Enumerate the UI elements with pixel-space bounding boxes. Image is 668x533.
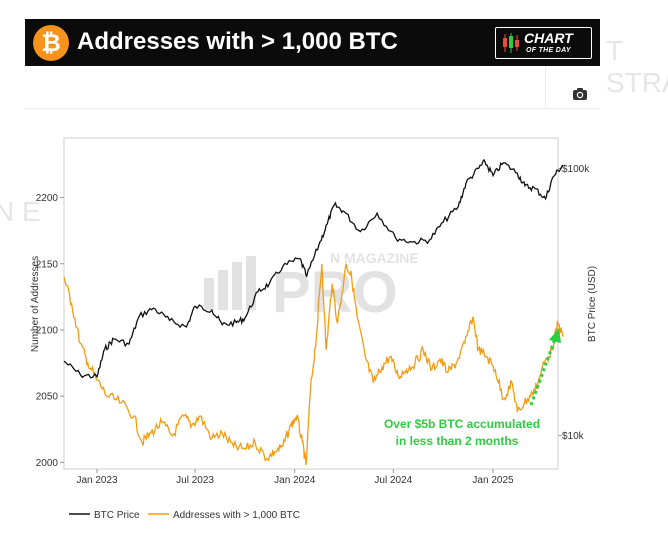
x-tick-label: Jul 2024 — [374, 475, 412, 486]
annotation-line1: Over $5b BTC accumulated — [384, 417, 540, 431]
left-tick-label: 2150 — [36, 259, 59, 270]
chart-of-the-day-banner: ₿ Addresses with > 1,000 BTC CHART OF TH… — [25, 19, 600, 66]
annotation-arrow — [529, 335, 558, 406]
chart-of-the-day-badge: CHART OF THE DAY — [495, 27, 592, 59]
series-addresses-line — [63, 263, 564, 466]
annotation-line2: in less than 2 months — [396, 434, 519, 448]
annotation: Over $5b BTC accumulated in less than 2 … — [384, 328, 561, 448]
watermark-line1: N MAGAZINE — [330, 250, 419, 266]
x-tick-label: Jan 2025 — [472, 475, 514, 486]
badge-subtitle: OF THE DAY — [526, 47, 571, 54]
watermark-line2: PRO — [272, 260, 398, 325]
candlestick-icon — [503, 33, 519, 53]
series-btc-price-line — [63, 158, 564, 379]
right-tick-label: $100k — [562, 164, 590, 175]
toolbar-divider — [25, 108, 600, 109]
right-tick-label: $10k — [562, 431, 585, 442]
legend-label-addresses: Addresses with > 1,000 BTC — [173, 510, 300, 521]
left-tick-label: 2100 — [36, 325, 59, 336]
left-tick-label: 2200 — [36, 193, 59, 204]
camera-icon[interactable] — [572, 86, 588, 102]
bitcoin-icon: ₿ — [33, 25, 69, 61]
left-tick-label: 2000 — [36, 458, 59, 469]
background-ghost-text: T STRA — [606, 35, 668, 98]
x-axis-ticks: Jan 2023 Jul 2023 Jan 2024 Jul 2024 Jan 2025 — [76, 469, 514, 486]
left-tick-label: 2050 — [36, 392, 59, 403]
badge-title: CHART — [524, 30, 573, 46]
watermark-bars-icon — [204, 256, 256, 310]
x-tick-label: Jan 2023 — [76, 475, 118, 486]
background-ghost-text-left: N E — [0, 196, 41, 227]
watermark: N MAGAZINE PRO — [204, 250, 419, 325]
right-axis-ticks: $10k $100k — [558, 164, 590, 442]
plot-frame — [63, 137, 559, 470]
legend-label-btc-price: BTC Price — [94, 510, 140, 521]
right-axis-label: BTC Price (USD) — [587, 266, 598, 342]
left-axis-label: Number of Addresses — [30, 256, 41, 352]
x-tick-label: Jan 2024 — [274, 475, 316, 486]
x-tick-label: Jul 2023 — [176, 475, 214, 486]
banner-title: Addresses with > 1,000 BTC — [77, 28, 398, 55]
toolbar-separator — [545, 66, 546, 108]
left-axis-ticks: 2000 2050 2100 2150 2200 — [36, 193, 64, 469]
annotation-arrowhead — [549, 328, 561, 343]
legend: BTC Price Addresses with > 1,000 BTC — [69, 510, 300, 521]
